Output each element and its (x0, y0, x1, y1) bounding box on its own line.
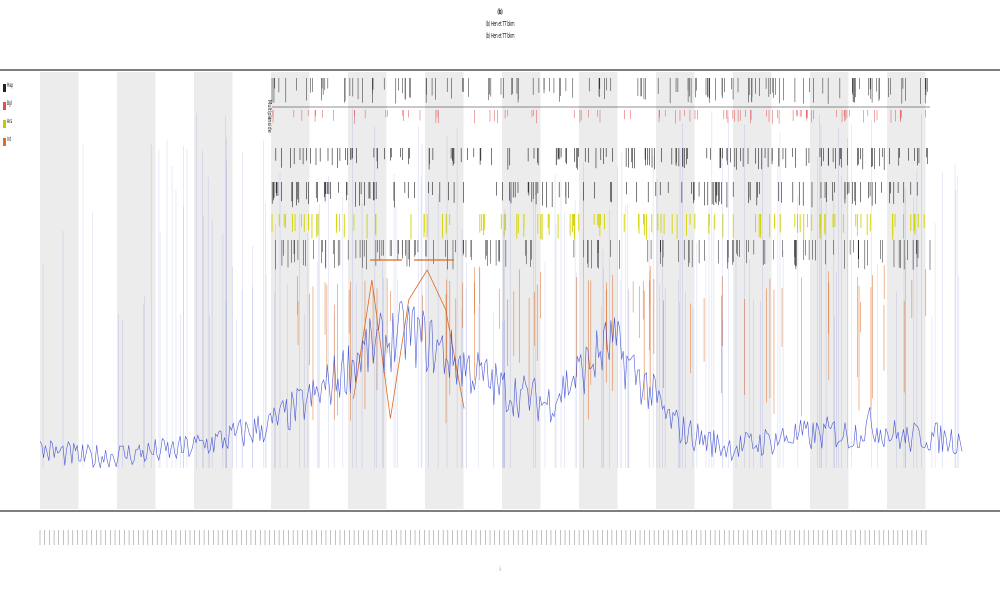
legend-swatch (3, 120, 6, 128)
background-band (194, 72, 233, 509)
chart-subtitle-1: (b) Hen et TT bkm (485, 20, 515, 28)
legend-label: Bgl (7, 100, 12, 107)
chart-title: (b) (497, 8, 503, 16)
background-band (810, 72, 849, 509)
legend-label: Hap (7, 82, 13, 89)
track-label-multiple: Multiple (266, 100, 272, 120)
background-band (271, 72, 310, 509)
legend-label: Acs (7, 118, 13, 125)
signal-line (39, 300, 963, 469)
track-label-inside: inside (266, 118, 272, 133)
background-band (656, 72, 695, 509)
background-band (502, 72, 541, 509)
x-tick-labels (39, 530, 927, 545)
orange-series-line (353, 269, 465, 419)
legend-label: Int (7, 136, 11, 143)
legend-swatch (3, 102, 6, 110)
background-band (579, 72, 618, 509)
background-band (348, 72, 387, 509)
legend-swatch (3, 138, 6, 146)
background-band (887, 72, 926, 509)
background-band (733, 72, 772, 509)
blue-signal (39, 108, 963, 469)
background-band (117, 72, 156, 509)
chart-subtitle-2: (b) Hen et TT bkm (485, 32, 515, 40)
annotation-tracks (271, 78, 931, 270)
legend-item: Hap (3, 80, 15, 98)
background-bands (40, 72, 926, 509)
legend-swatch (3, 84, 6, 92)
chart-title-block: (b) (b) Hen et TT bkm (b) Hen et TT bkm (440, 6, 560, 42)
legend-item: Bgl (3, 98, 15, 116)
orange-signal (297, 265, 927, 424)
legend-item: Int (3, 134, 15, 152)
background-band (40, 72, 79, 509)
chart-legend: Hap Bgl Acs Int (3, 80, 15, 152)
legend-item: Acs (3, 116, 15, 134)
background-band (425, 72, 464, 509)
x-axis-label: i (499, 566, 501, 573)
